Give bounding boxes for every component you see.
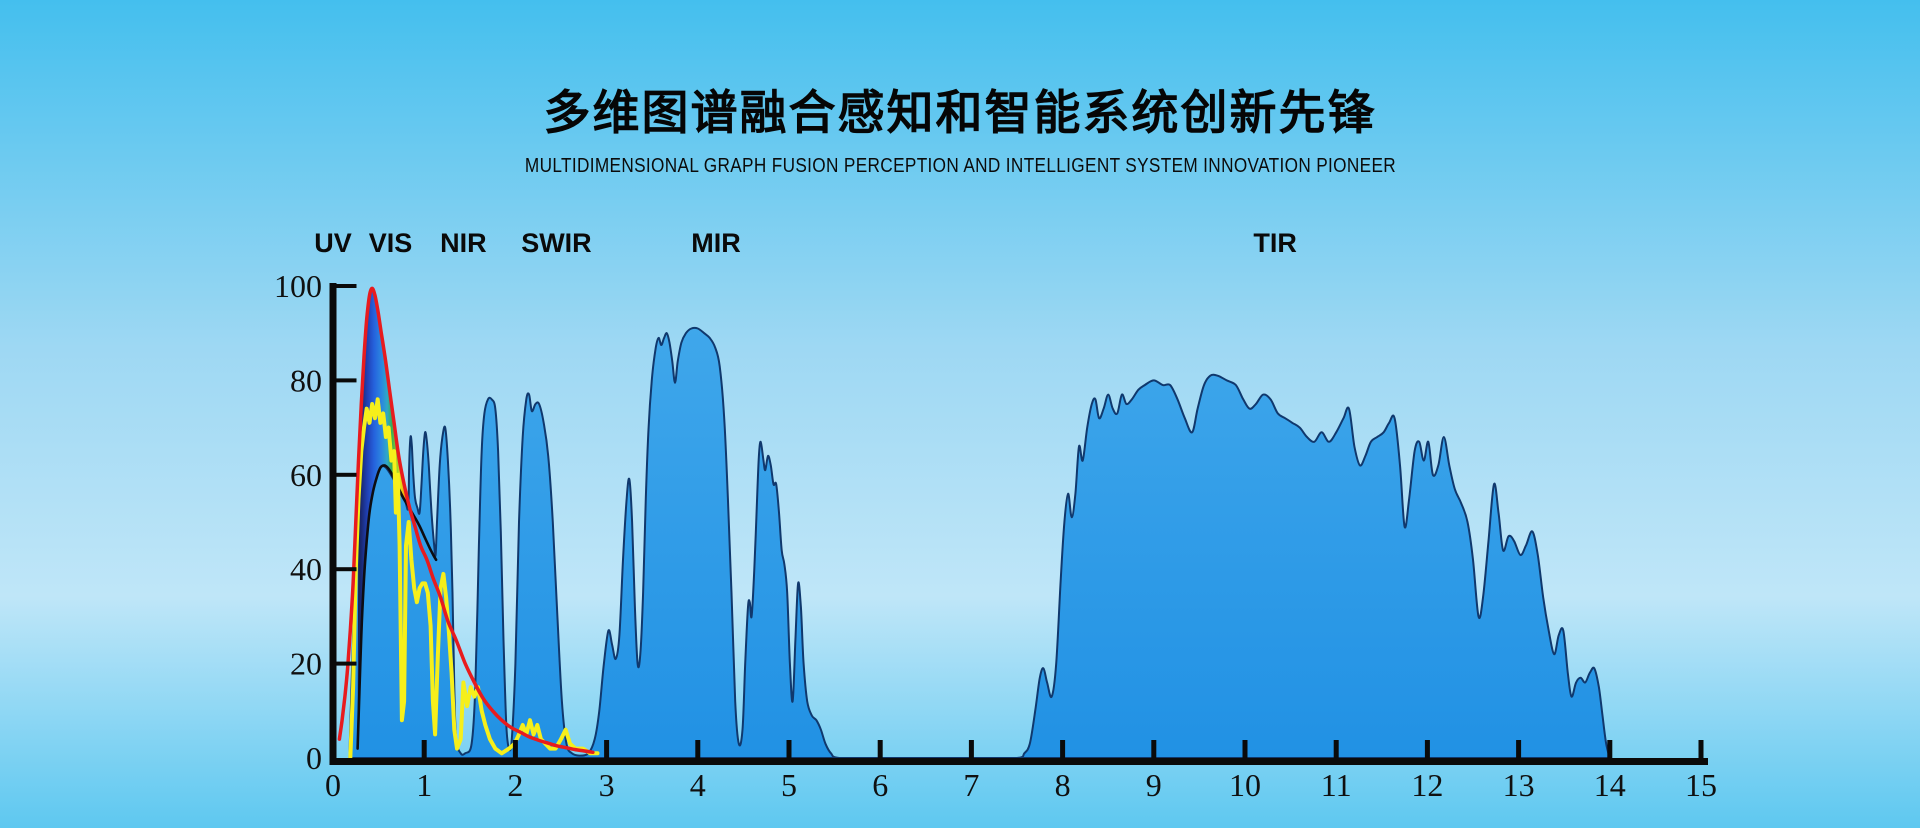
page-title: 多维图谱融合感知和智能系统创新先锋 [543,86,1377,139]
band-label-uv: UV [314,228,352,258]
x-tick [330,740,336,758]
poster-header: 多维图谱融合感知和智能系统创新先锋 MULTIDIMENSIONAL GRAPH… [0,0,1920,178]
envelope-curve [356,464,438,750]
x-tick-label: 13 [1503,767,1535,803]
page-subtitle: MULTIDIMENSIONAL GRAPH FUSION PERCEPTION… [524,155,1396,177]
x-tick-label: 3 [599,767,615,803]
x-tick-label: 7 [963,767,979,803]
solar-curve [348,397,600,760]
x-tick [1333,740,1339,758]
x-tick-label: 5 [781,767,797,803]
y-tick [336,661,357,666]
y-tick [336,567,357,572]
y-tick-label: 100 [274,268,322,304]
x-tick-label: 6 [872,767,888,803]
band-label-nir: NIR [440,228,487,258]
x-tick [604,740,610,758]
x-tick [1424,740,1430,758]
y-tick-label: 60 [290,457,322,493]
band-label-swir: SWIR [521,228,592,258]
x-tick [1698,740,1704,758]
x-tick [1151,740,1157,758]
x-tick [421,740,427,758]
y-tick [336,284,357,288]
x-tick [1242,740,1248,758]
x-tick-label: 14 [1594,767,1626,803]
y-tick [336,472,357,477]
y-tick [336,378,357,383]
x-tick-label: 2 [507,767,523,803]
x-tick [512,740,518,758]
page-subtitle-wrap: MULTIDIMENSIONAL GRAPH FUSION PERCEPTION… [0,155,1920,178]
x-tick-label: 15 [1685,767,1717,803]
x-tick-label: 10 [1229,767,1261,803]
y-tick-label: 20 [290,646,322,682]
band-label-vis: VIS [369,228,413,258]
band-label-tir: TIR [1253,228,1297,258]
x-tick [1060,740,1066,758]
x-axis [329,758,1708,765]
x-tick-label: 4 [690,767,706,803]
x-tick [1516,740,1522,758]
x-tick [1607,740,1613,758]
y-tick-label: 80 [290,362,322,398]
x-tick-label: 12 [1411,767,1443,803]
x-tick-label: 9 [1146,767,1162,803]
y-tick-label: 0 [306,740,322,776]
x-tick [968,740,974,758]
x-tick-label: 1 [416,767,432,803]
y-tick-label: 40 [290,551,322,587]
x-tick [786,740,792,758]
x-tick [877,740,883,758]
x-tick-label: 8 [1055,767,1071,803]
y-axis [329,283,337,765]
transmission-area [348,326,1611,760]
x-tick [695,740,701,758]
band-label-mir: MIR [691,228,741,258]
x-tick-label: 11 [1321,767,1352,803]
x-tick-label: 0 [325,767,341,803]
blackbody-curve [337,286,595,755]
